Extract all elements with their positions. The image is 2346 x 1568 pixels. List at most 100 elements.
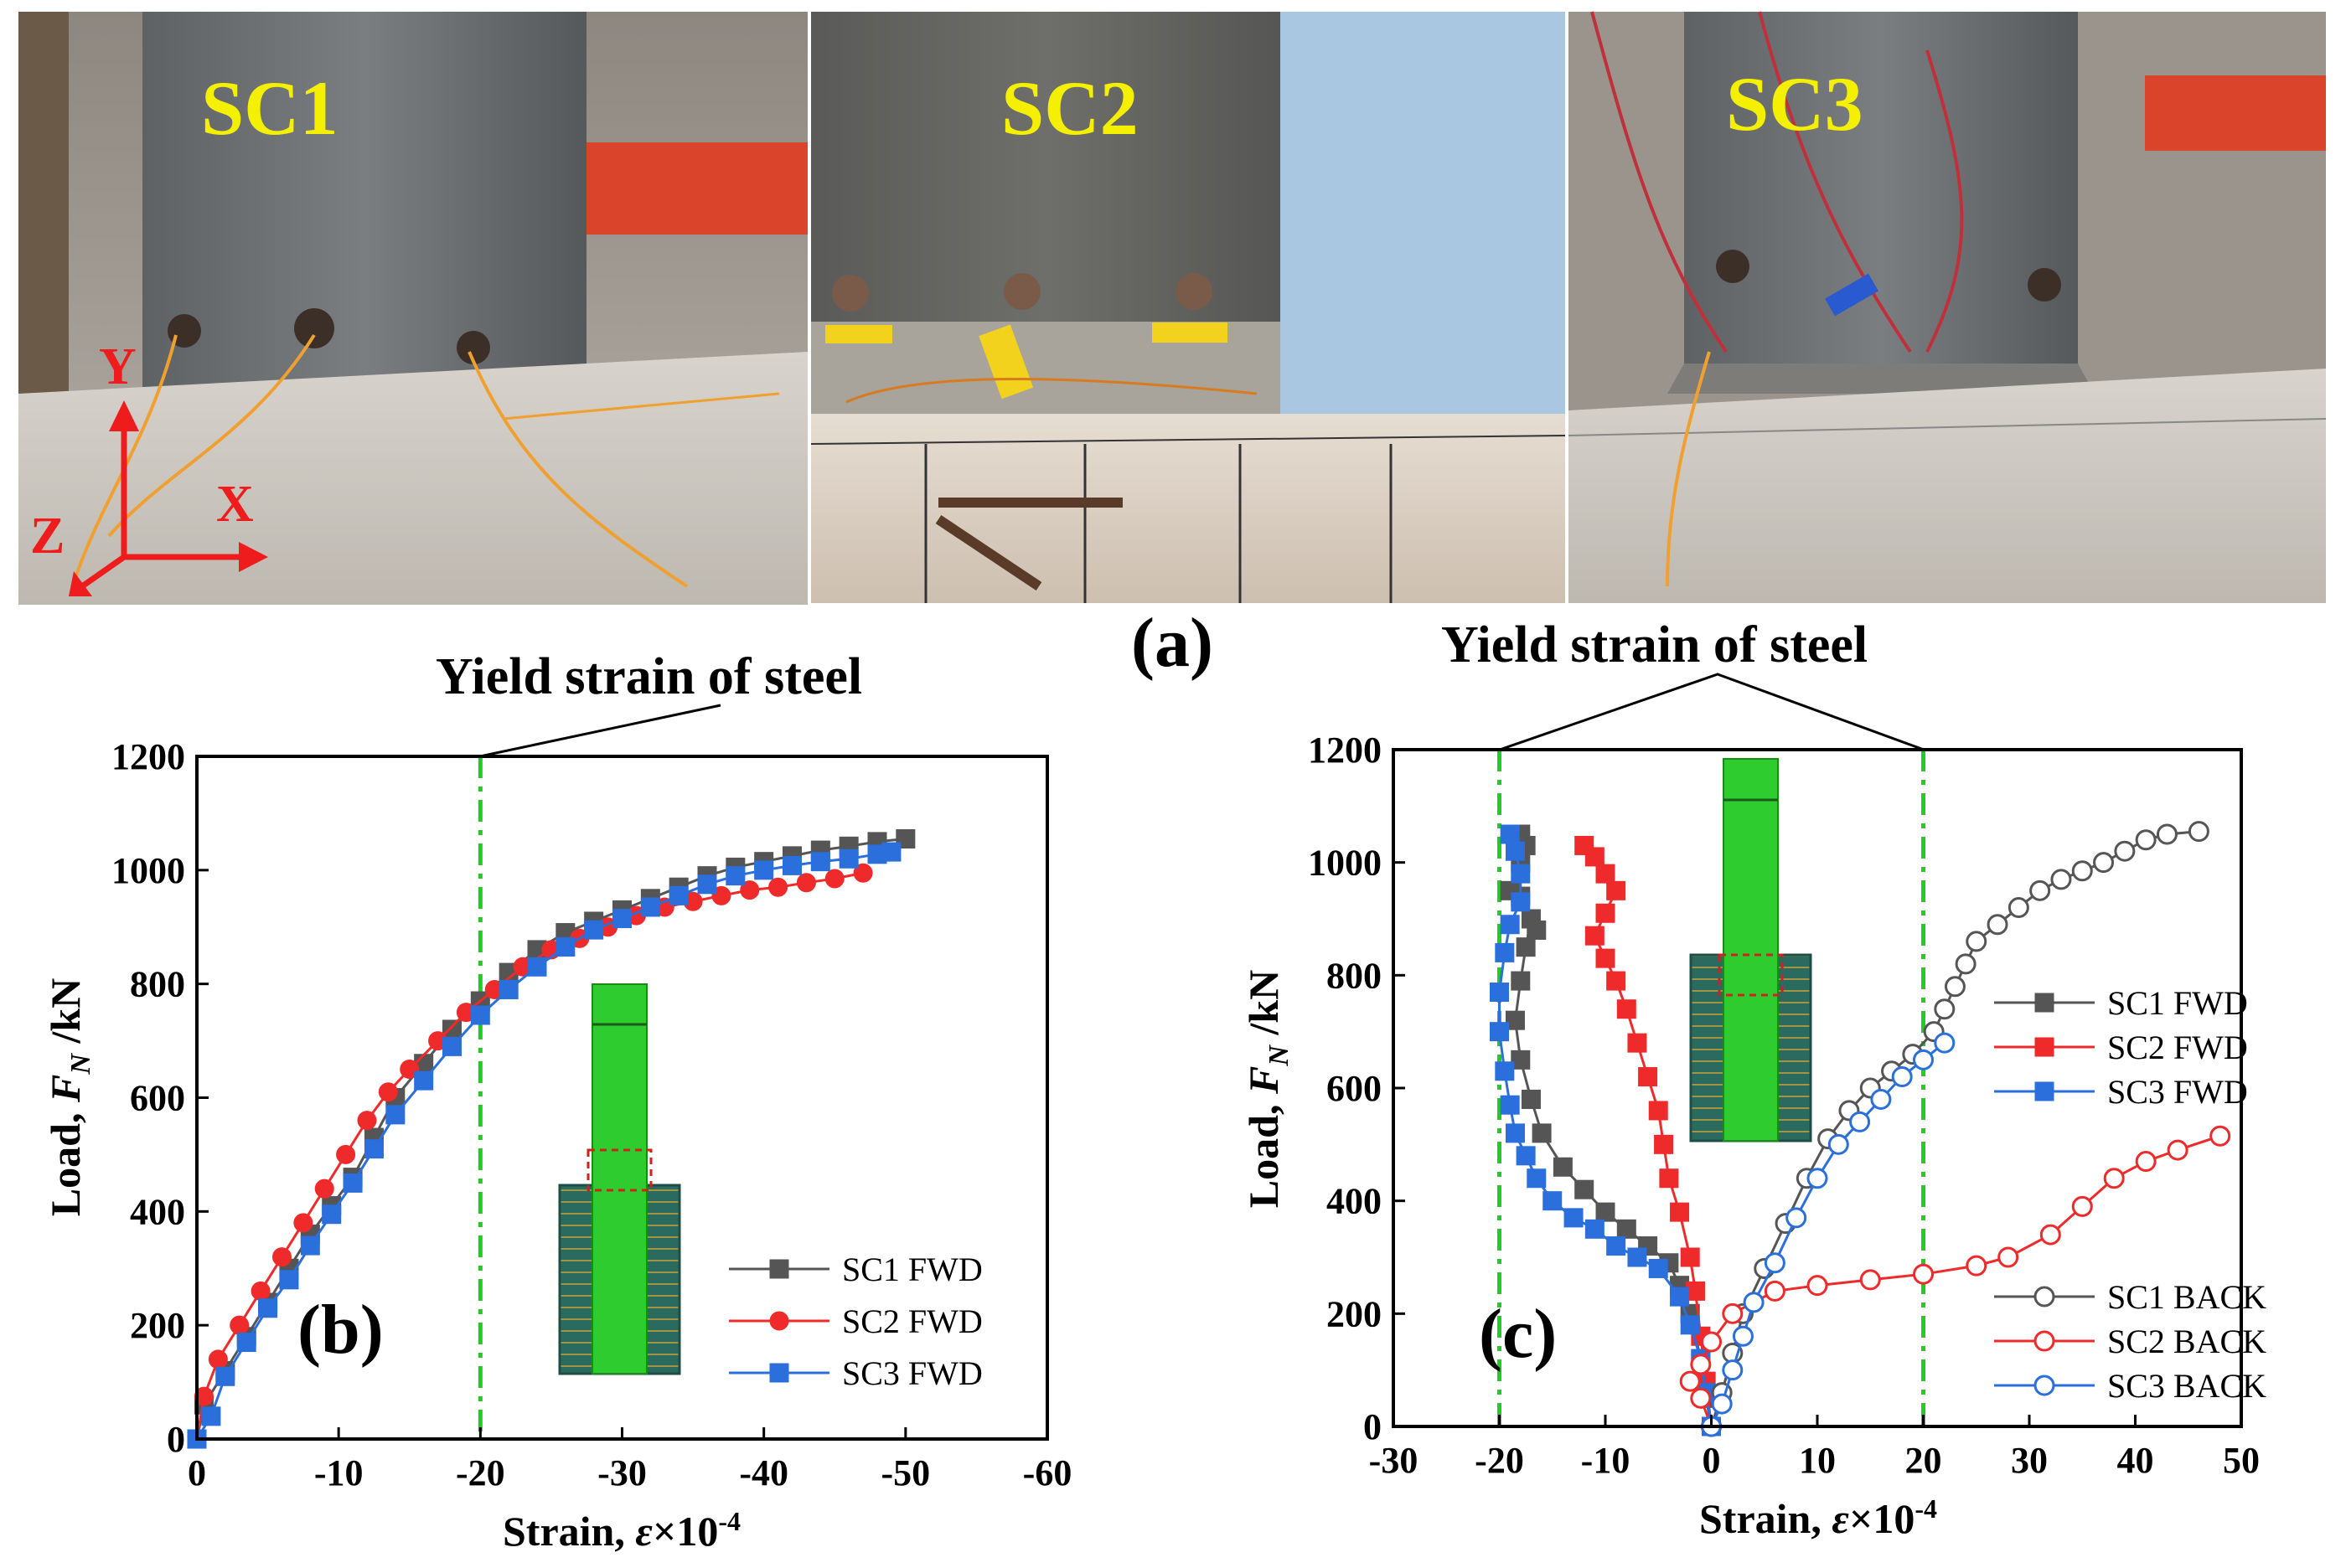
chart-b-data-point <box>499 979 519 999</box>
chart-b-legend: SC1 FWD SC2 FWD SC3 FWD <box>729 1251 983 1392</box>
chart-c-data-point <box>1595 1202 1615 1222</box>
chart-c-data-point <box>1627 1247 1647 1267</box>
chart-c-xtick-label: 50 <box>2223 1440 2260 1481</box>
chart-c-data-point <box>1505 841 1525 861</box>
chart-c-data-point <box>1849 1111 1871 1132</box>
chart-b-data-point <box>414 1070 434 1091</box>
chart-c-xtick-label: 40 <box>2117 1440 2154 1481</box>
chart-c-data-point <box>1806 1275 1828 1297</box>
chart-b-series <box>187 828 916 1449</box>
chart-b-data-point <box>726 866 746 886</box>
chart-c: -30 -20 -10 0 10 20 30 40 50 0 200 400 600 800 1000 120… <box>1240 616 2266 1542</box>
caption-a: (a) <box>1131 604 1213 682</box>
chart-c-data-point <box>1511 864 1531 884</box>
chart-c-data-point <box>1616 999 1636 1019</box>
chart-c-ticks: -30 -20 -10 0 10 20 30 40 50 0 200 400 600 800 1000 120… <box>1308 730 2260 1481</box>
chart-b-data-point <box>824 869 845 889</box>
chart-b-series-sc2-fwd <box>187 863 873 1449</box>
chart-c-data-point <box>1701 1331 1722 1353</box>
chart-b-data-point <box>300 1235 320 1256</box>
axis-triad <box>69 400 268 596</box>
chart-c-data-point <box>1732 1325 1754 1347</box>
chart-c-series-sc3-back <box>1701 1032 1956 1437</box>
chart-c-data-point <box>1680 1315 1700 1335</box>
chart-c-data-point <box>2209 1125 2231 1147</box>
chart-c-data-point <box>1764 1252 1785 1274</box>
chart-c-legend-back: SC1 BACK SC2 BACK SC3 BACK <box>1994 1278 2266 1405</box>
chart-c-data-point <box>1511 971 1531 991</box>
chart-b-data-point <box>201 1406 221 1426</box>
chart-c-xtick-label: 10 <box>1799 1440 1836 1481</box>
chart-c-data-point <box>1806 1168 1828 1189</box>
chart-c-data-point <box>1500 915 1520 935</box>
chart-c-data-point <box>1966 1255 1987 1277</box>
chart-c-data-point <box>1527 1168 1547 1189</box>
chart-c-data-point <box>1627 1033 1647 1053</box>
chart-c-data-point <box>2029 879 2051 901</box>
chart-b-series-sc3-fwd <box>187 842 902 1449</box>
chart-c-ylabel: Load, FN /kN <box>1240 970 1294 1208</box>
chart-c-xtick-label: 20 <box>1905 1440 1942 1481</box>
chart-b-ytick-label: 600 <box>130 1078 185 1119</box>
chart-c-ytick-label: 400 <box>1326 1181 1382 1222</box>
chart-c-data-point <box>1934 1032 1956 1054</box>
chart-b-ylabel: Load, FN /kN <box>42 978 96 1216</box>
chart-c-data-point <box>1516 937 1536 957</box>
chart-c-data-point <box>1680 1247 1700 1267</box>
chart-b-annotation: Yield strain of steel <box>436 648 862 705</box>
chart-b-data-point <box>364 1139 384 1159</box>
chart-c-legend-item: SC3 FWD <box>1994 1073 2248 1111</box>
chart-b-data-point <box>584 920 604 940</box>
chart-c-data-point <box>2114 840 2136 862</box>
chart-b-data-point <box>839 848 859 869</box>
chart-c-data-point <box>1606 1236 1626 1256</box>
chart-c-legend-item: SC2 FWD <box>1994 1029 2248 1066</box>
chart-c-ytick-label: 600 <box>1326 1068 1382 1109</box>
chart-c-data-point <box>1966 931 1987 952</box>
photo-sc3: SC3 <box>1568 11 2327 603</box>
chart-b-data-point <box>279 1270 299 1290</box>
chart-c-data-point <box>1955 953 1977 975</box>
chart-b-data-point <box>442 1036 462 1056</box>
chart-c-data-point <box>1511 1050 1531 1070</box>
chart-c-yield-lines <box>1497 750 1925 1426</box>
chart-c-data-point <box>2135 829 2157 851</box>
chart-c-data-point <box>2039 1224 2061 1246</box>
chart-b-ytick-label: 1000 <box>111 850 185 891</box>
chart-c-data-point <box>1827 1133 1849 1155</box>
chart-b-data-point <box>343 1173 363 1193</box>
chart-b-xtick-label: -40 <box>739 1452 788 1493</box>
chart-b-data-point <box>810 852 830 872</box>
chart-b-data-point <box>768 877 788 897</box>
chart-c-data-point <box>1743 1292 1765 1313</box>
chart-c-data-point <box>1690 1387 1712 1409</box>
chart-c-legend-label: SC1 BACK <box>2107 1278 2266 1316</box>
chart-c-data-point <box>1584 926 1604 946</box>
chart-c-data-point <box>2135 1151 2157 1173</box>
chart-b-data-point <box>215 1366 235 1386</box>
chart-c-data-point <box>1659 1168 1679 1189</box>
chart-c-data-point <box>1654 1134 1674 1154</box>
chart-c-data-point <box>1648 1101 1668 1121</box>
chart-c-data-point <box>1722 1359 1744 1381</box>
chart-c-legend-item: SC3 BACK <box>1994 1367 2266 1405</box>
chart-c-data-point <box>1670 1202 1690 1222</box>
chart-b-xtick-label: -30 <box>597 1452 647 1493</box>
chart-c-data-point <box>1606 880 1626 900</box>
chart-c-data-point <box>1527 920 1547 940</box>
chart-b-xlabel: Strain, ε×10-4 <box>503 1506 741 1555</box>
chart-c-data-point <box>2093 852 2115 874</box>
chart-b-legend-marker <box>769 1259 789 1279</box>
chart-c-legend-marker <box>2034 993 2054 1013</box>
chart-c-legend-item: SC1 BACK <box>1994 1278 2266 1316</box>
chart-c-legend-label: SC3 BACK <box>2107 1367 2266 1405</box>
chart-c-xtick-label: 30 <box>2011 1440 2048 1481</box>
chart-b-data-point <box>669 885 689 905</box>
chart-c-data-point <box>1934 998 1956 1020</box>
chart-b-data-point <box>236 1333 256 1353</box>
chart-b-ytick-label: 0 <box>167 1419 185 1460</box>
chart-b-xtick-label: -20 <box>456 1452 505 1493</box>
chart-b-series-line <box>195 871 864 1440</box>
chart-c-data-point <box>1987 914 2008 936</box>
